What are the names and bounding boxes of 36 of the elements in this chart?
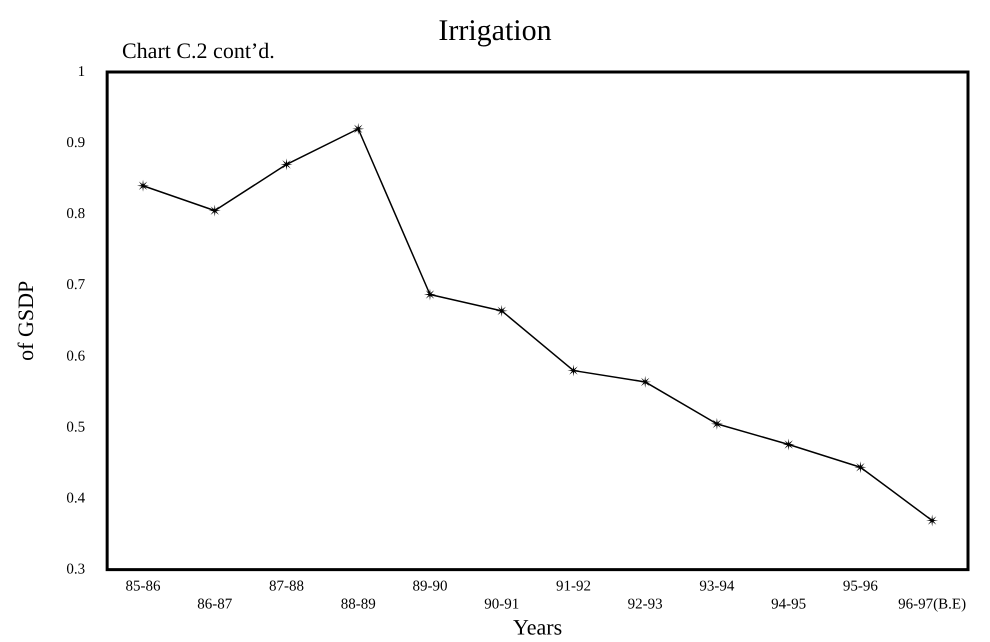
point: [208, 204, 221, 217]
y-tick-label: 0.6: [66, 348, 86, 364]
chart-title: Irrigation: [438, 14, 552, 47]
x-tick-label: 85-86: [126, 578, 162, 595]
x-tick-label: 94-95: [771, 596, 806, 613]
x-tick-label: 88-89: [340, 596, 376, 613]
x-tick-label: 92-93: [628, 596, 663, 613]
y-tick-label: 0.8: [66, 206, 86, 222]
y-tick-label: 0.4: [66, 490, 86, 506]
y-tick-label: 1: [78, 64, 86, 80]
point: [496, 304, 508, 317]
y-tick-label: 0.3: [66, 562, 86, 578]
text: Chart C.2 cont’d.: [122, 38, 275, 64]
x-tick-label: 90-91: [484, 596, 520, 613]
y-axis-title: of GSDP: [12, 280, 38, 361]
point: [639, 376, 652, 388]
x-tick-label: 86-87: [197, 596, 233, 613]
x-axis-title: Years: [513, 614, 562, 640]
point: [710, 418, 723, 430]
point: [567, 364, 580, 377]
point: [280, 158, 292, 170]
x-tick-label: 93-94: [699, 578, 735, 595]
point: [854, 461, 866, 474]
point: [424, 288, 436, 300]
x-tick-label: 91-92: [556, 578, 591, 595]
y-tick-label: 0.9: [66, 135, 86, 152]
point: [782, 438, 795, 450]
point: [352, 122, 364, 135]
x-tick-label: 96-97(B.E): [898, 596, 966, 613]
x-tick-label: 89-90: [412, 578, 448, 595]
x-tick-label: 95-96: [842, 578, 878, 595]
y-tick-label: 0.5: [66, 419, 86, 436]
y-tick-label: 0.7: [66, 277, 86, 294]
point: [137, 180, 150, 192]
point: [926, 514, 938, 527]
x-tick-label: 87-88: [268, 578, 304, 595]
